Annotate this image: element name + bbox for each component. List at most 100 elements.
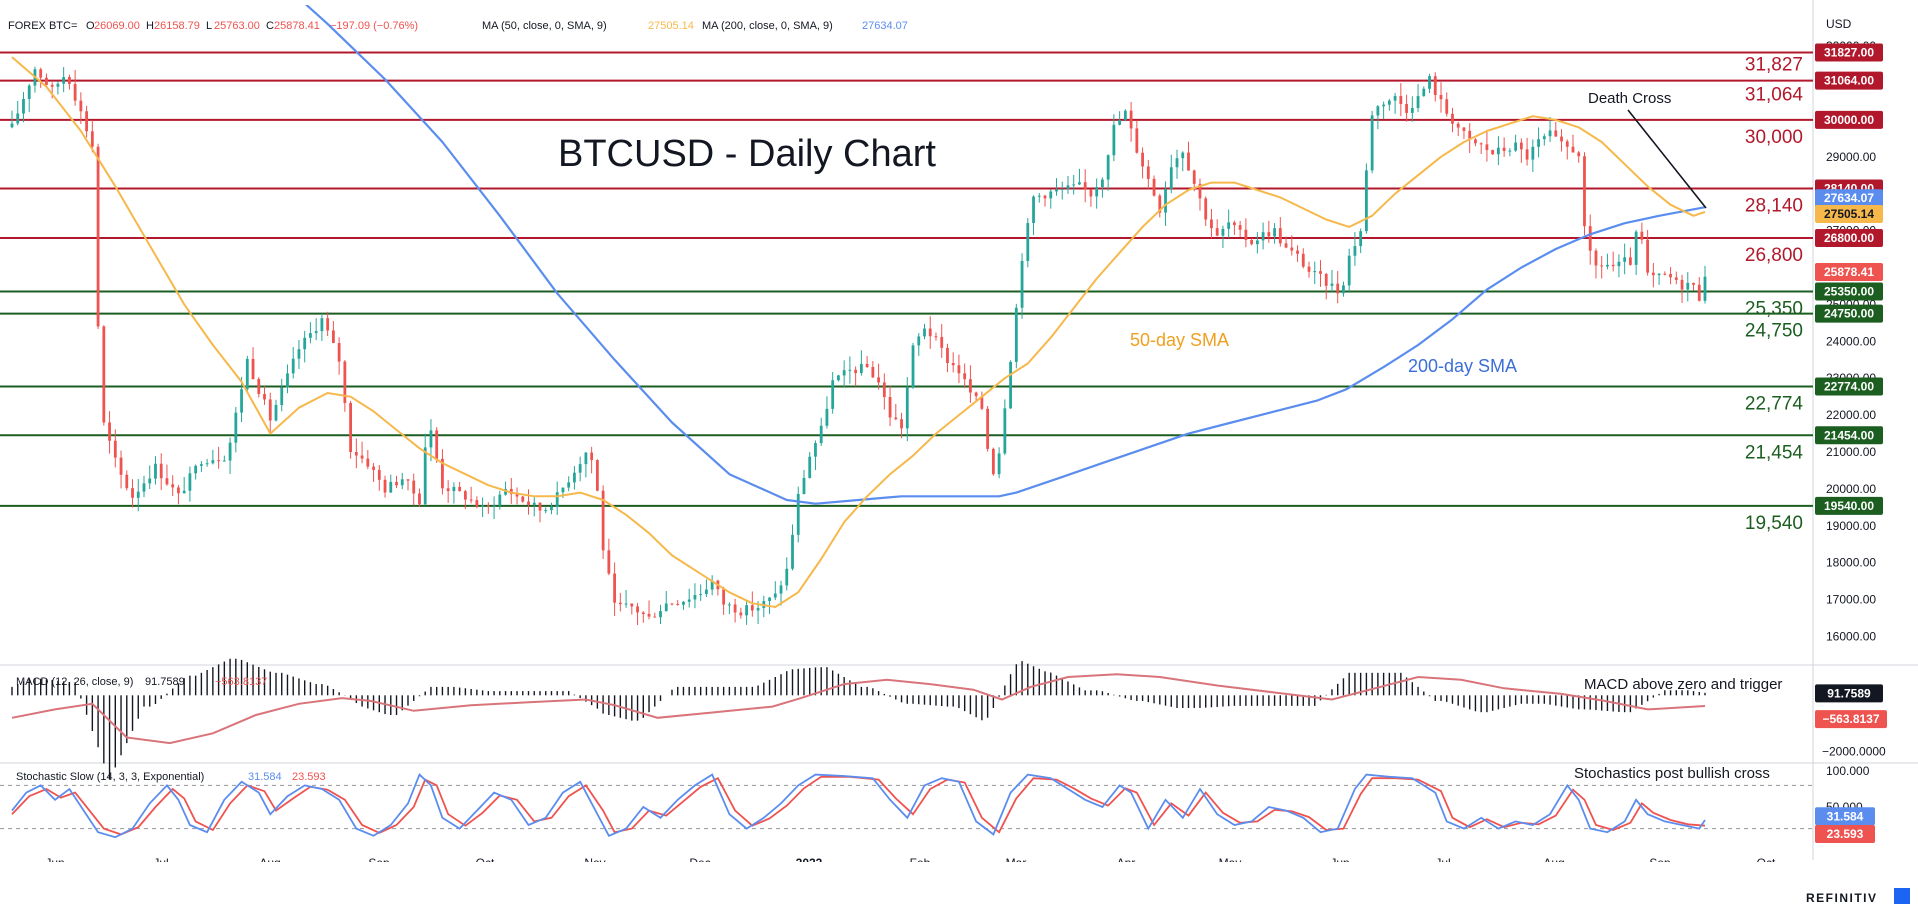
candle-body bbox=[1387, 100, 1391, 105]
candle-body bbox=[991, 448, 995, 475]
candle-body bbox=[653, 616, 657, 618]
candle-body bbox=[515, 494, 519, 497]
candle-body bbox=[1451, 113, 1454, 124]
candle-body bbox=[1588, 226, 1592, 251]
candle-body bbox=[848, 369, 852, 371]
candle-body bbox=[613, 573, 616, 603]
death-cross-pointer bbox=[1627, 109, 1707, 209]
level-badge-bg bbox=[1815, 304, 1883, 323]
candle-body bbox=[1433, 76, 1437, 95]
candle-body bbox=[498, 494, 502, 506]
candle-body bbox=[550, 507, 553, 511]
candle-body bbox=[1158, 195, 1162, 213]
ohlc-value-l: 25763.00 bbox=[214, 20, 260, 32]
candle-body bbox=[1146, 166, 1150, 179]
macd-signal-badge-bg bbox=[1815, 710, 1887, 729]
level-label-31064: 31,064 bbox=[1745, 85, 1804, 106]
candle-body bbox=[469, 499, 473, 501]
candle-body bbox=[96, 146, 100, 327]
candle-body bbox=[796, 493, 800, 535]
candle-body bbox=[624, 603, 628, 605]
macd-annotation: MACD above zero and trigger bbox=[1584, 676, 1782, 693]
candle-body bbox=[538, 502, 542, 511]
candle-body bbox=[1697, 284, 1701, 301]
stoch-k-badge-bg bbox=[1815, 807, 1875, 826]
candle-body bbox=[1628, 257, 1632, 265]
candle-body bbox=[429, 430, 433, 448]
candle-body bbox=[67, 77, 71, 84]
candle-body bbox=[865, 363, 869, 367]
candle-body bbox=[458, 486, 462, 492]
candle-body bbox=[1037, 195, 1041, 197]
candle-body bbox=[1686, 282, 1690, 290]
macd-tick-label: −2000.0000 bbox=[1822, 745, 1886, 759]
candle-body bbox=[819, 425, 823, 444]
candle-body bbox=[951, 363, 955, 366]
candle-body bbox=[825, 408, 829, 426]
candle-body bbox=[418, 493, 421, 505]
candle-body bbox=[917, 336, 921, 346]
candlestick-series bbox=[10, 66, 1707, 626]
candle-body bbox=[1623, 257, 1627, 262]
price-badges: 31827.0031064.0030000.0028140.0026800.00… bbox=[1815, 43, 1883, 515]
price-badge-bg bbox=[1815, 262, 1883, 281]
candle-body bbox=[291, 358, 295, 374]
candle-body bbox=[1244, 229, 1248, 240]
candle-body bbox=[1273, 228, 1276, 237]
candle-body bbox=[1204, 198, 1208, 220]
candle-body bbox=[773, 593, 777, 598]
candle-body bbox=[1651, 272, 1655, 276]
stoch-k-badge-text: 31.584 bbox=[1827, 809, 1864, 823]
candle-body bbox=[1261, 232, 1265, 241]
candle-body bbox=[423, 447, 427, 505]
candle-body bbox=[1175, 158, 1179, 168]
candle-body bbox=[1657, 273, 1661, 276]
candle-body bbox=[182, 490, 186, 494]
level-badge-bg bbox=[1815, 43, 1883, 62]
candle-body bbox=[1502, 147, 1506, 152]
candle-body bbox=[1445, 99, 1449, 114]
candle-body bbox=[1009, 361, 1012, 409]
y-tick-label: 22000.00 bbox=[1826, 408, 1876, 422]
candle-body bbox=[1187, 152, 1190, 171]
candle-body bbox=[682, 601, 685, 605]
candle-body bbox=[337, 343, 341, 362]
candle-body bbox=[125, 474, 129, 489]
candle-body bbox=[73, 83, 77, 101]
candle-body bbox=[1485, 144, 1489, 150]
level-badge-text: 22774.00 bbox=[1824, 380, 1874, 394]
candle-body bbox=[297, 349, 301, 359]
candle-body bbox=[1669, 273, 1672, 278]
level-label-31827: 31,827 bbox=[1745, 54, 1803, 75]
candle-body bbox=[791, 534, 794, 569]
candle-body bbox=[676, 603, 680, 605]
ohlc-key-o: O bbox=[86, 20, 95, 32]
candle-body bbox=[136, 491, 140, 498]
candle-body bbox=[647, 613, 651, 617]
candle-body bbox=[412, 480, 416, 494]
candle-body bbox=[1565, 141, 1569, 147]
candle-body bbox=[900, 419, 903, 429]
candle-body bbox=[837, 375, 840, 381]
candle-body bbox=[814, 443, 817, 457]
candle-body bbox=[1703, 276, 1707, 301]
candle-body bbox=[1342, 285, 1345, 294]
candle-body bbox=[544, 510, 548, 512]
ohlc-key-c: C bbox=[266, 20, 274, 32]
candle-body bbox=[969, 379, 972, 393]
candle-body bbox=[1290, 247, 1294, 251]
candle-body bbox=[636, 606, 639, 613]
y-tick-label: 29000.00 bbox=[1826, 150, 1876, 164]
level-badge-text: 24750.00 bbox=[1824, 307, 1874, 321]
candle-body bbox=[1123, 110, 1127, 121]
candle-body bbox=[90, 131, 94, 147]
level-badge-text: 25350.00 bbox=[1824, 284, 1874, 298]
level-badge-text: 19540.00 bbox=[1824, 499, 1874, 513]
candle-body bbox=[1525, 149, 1529, 160]
candle-body bbox=[1571, 146, 1575, 153]
candle-body bbox=[1227, 222, 1231, 229]
candle-body bbox=[142, 483, 146, 492]
level-labels: 31,827 31,064 30,000 28,140 26,800 25,35024,7… bbox=[1745, 54, 1804, 533]
candle-body bbox=[1376, 106, 1380, 116]
